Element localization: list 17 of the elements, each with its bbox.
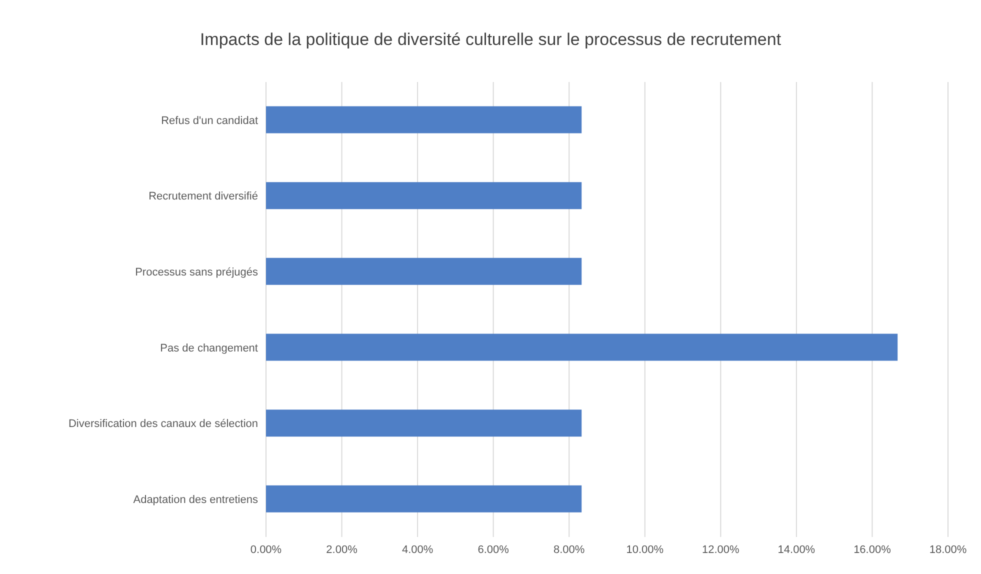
y-tick-label: Adaptation des entretiens (133, 494, 258, 506)
x-tick-label: 8.00% (554, 544, 585, 556)
y-tick-label: Refus d'un candidat (161, 114, 258, 127)
y-tick-label: Pas de changement (160, 342, 258, 354)
x-tick-label: 6.00% (478, 544, 510, 556)
x-tick-label: 18.00% (929, 544, 967, 556)
y-tick-label: Recrutement diversifié (148, 190, 258, 203)
x-tick-label: 16.00% (854, 544, 892, 556)
x-tick-label: 4.00% (402, 544, 434, 556)
y-tick-label: Diversification des canaux de sélection (68, 418, 258, 430)
chart-title: Impacts de la politique de diversité culturelle sur le processus de recrutement (198, 29, 782, 51)
x-tick-label: 10.00% (626, 544, 664, 556)
x-tick-label: 0.00% (250, 544, 282, 556)
x-tick-label: 12.00% (702, 544, 740, 556)
y-tick-label: Processus sans préjugés (135, 266, 258, 278)
x-tick-label: 14.00% (778, 544, 816, 556)
x-tick-label: 2.00% (326, 544, 358, 556)
